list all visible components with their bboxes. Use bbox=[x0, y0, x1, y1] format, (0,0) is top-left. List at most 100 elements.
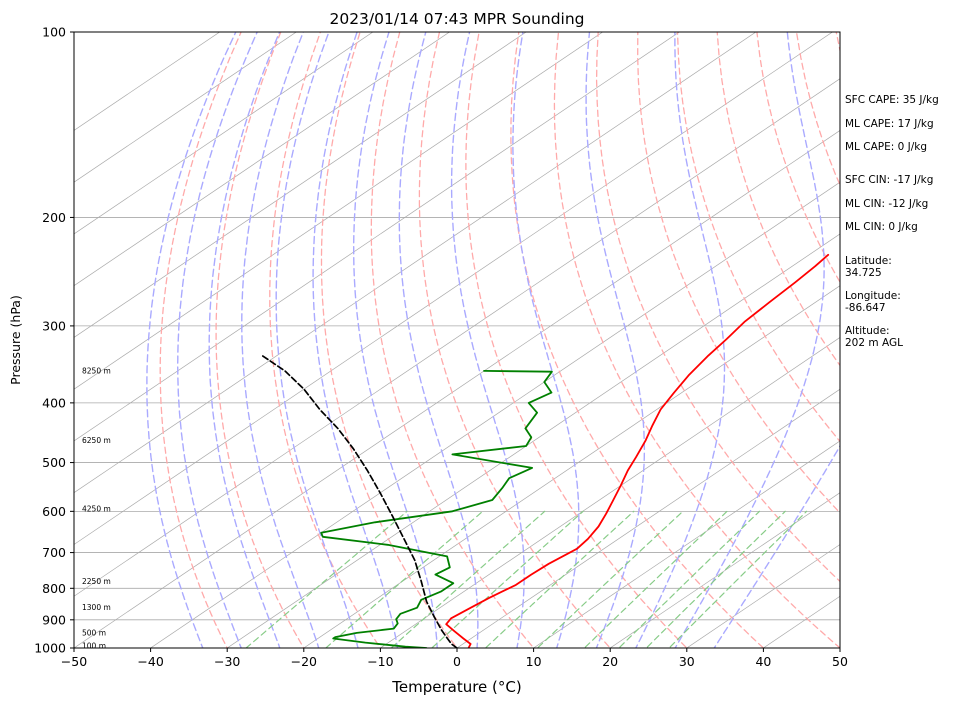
background-lines bbox=[74, 18, 953, 661]
moist-adiabat bbox=[635, 32, 726, 648]
sounding-info-line: Latitude: 34.725 bbox=[845, 255, 892, 279]
moist-adiabat bbox=[450, 32, 525, 648]
isotherm bbox=[74, 78, 840, 597]
y-tick-label: 500 bbox=[42, 455, 66, 470]
isotherm bbox=[74, 32, 297, 183]
sounding-info-line: SFC CAPE: 35 J/kg bbox=[845, 94, 939, 106]
isotherm bbox=[74, 32, 757, 494]
y-tick-label: 400 bbox=[42, 395, 66, 410]
height-label: 6250 m bbox=[82, 436, 111, 445]
isotherm bbox=[379, 337, 840, 648]
isotherm bbox=[74, 32, 374, 235]
isotherm bbox=[149, 181, 840, 648]
isotherm bbox=[74, 32, 527, 338]
y-tick-label: 700 bbox=[42, 545, 66, 560]
moist-adiabat bbox=[146, 32, 237, 648]
dry-adiabat bbox=[595, 32, 840, 583]
dry-adiabat bbox=[553, 32, 840, 648]
x-tick-label: 10 bbox=[526, 654, 542, 669]
y-axis-ticks: 1000 900 800 700 600 500 400 300 200 100 bbox=[34, 25, 74, 656]
moist-adiabat bbox=[585, 32, 646, 648]
y-axis-label: Pressure (hPa) bbox=[8, 295, 23, 385]
moist-adiabat bbox=[241, 32, 320, 648]
x-tick-label: 40 bbox=[755, 654, 771, 669]
isotherm bbox=[74, 130, 840, 648]
isotherm bbox=[74, 32, 451, 287]
mixing-ratio-line bbox=[583, 510, 728, 648]
isotherm bbox=[897, 18, 953, 661]
x-tick-label: −40 bbox=[137, 654, 163, 669]
isotherm bbox=[74, 32, 221, 131]
x-tick-label: −10 bbox=[367, 654, 393, 669]
parcel-line bbox=[261, 354, 458, 648]
isotherm bbox=[686, 544, 840, 648]
sounding-info-line: Altitude: 202 m AGL bbox=[845, 325, 903, 349]
height-labels: 8250 m 6250 m 4250 m 2250 m 1300 m 500 m 100 m bbox=[82, 366, 111, 650]
mixing-ratio-line bbox=[430, 510, 584, 648]
dry-adiabat bbox=[465, 32, 688, 648]
dry-adiabat bbox=[269, 32, 382, 648]
height-label: 100 m bbox=[82, 642, 106, 651]
x-tick-label: 50 bbox=[832, 654, 848, 669]
dry-adiabat bbox=[159, 32, 242, 648]
moist-adiabat bbox=[674, 32, 825, 648]
height-label: 2250 m bbox=[82, 577, 111, 586]
x-tick-label: −20 bbox=[291, 654, 317, 669]
sounding-info-line: ML CAPE: 17 J/kg bbox=[845, 118, 934, 130]
height-label: 8250 m bbox=[82, 366, 111, 375]
isotherm bbox=[609, 492, 840, 648]
height-label: 4250 m bbox=[82, 505, 111, 514]
temperature-line bbox=[445, 253, 830, 648]
height-label: 500 m bbox=[82, 628, 106, 637]
mixing-ratio-line bbox=[390, 510, 546, 648]
y-tick-label: 100 bbox=[42, 25, 66, 40]
moist-adiabat bbox=[312, 32, 399, 648]
profile-lines bbox=[261, 253, 830, 648]
isotherm bbox=[74, 32, 604, 390]
dry-adiabat bbox=[320, 32, 458, 648]
isotherm bbox=[226, 233, 840, 648]
mixing-ratio-line bbox=[618, 510, 761, 648]
sounding-info-line: Longitude: -86.647 bbox=[845, 290, 901, 314]
sounding-info-line: SFC CIN: -17 J/kg bbox=[845, 174, 934, 186]
x-tick-label: −30 bbox=[214, 654, 240, 669]
x-tick-label: 0 bbox=[453, 654, 461, 669]
dry-adiabat bbox=[510, 32, 765, 648]
moist-adiabat bbox=[398, 32, 479, 648]
moist-adiabat bbox=[275, 32, 359, 648]
isotherm bbox=[303, 285, 840, 648]
sounding-info-line: ML CAPE: 0 J/kg bbox=[845, 141, 928, 153]
chart-title: 2023/01/14 07:43 MPR Sounding bbox=[329, 10, 584, 28]
moist-adiabat bbox=[713, 444, 840, 648]
x-axis-ticks: −50 −40 −30 −20 −10 0 10 20 30 40 50 bbox=[61, 648, 848, 669]
mixing-ratio-line bbox=[668, 510, 808, 648]
moist-adiabat bbox=[176, 32, 258, 648]
y-tick-label: 900 bbox=[42, 612, 66, 627]
y-tick-label: 800 bbox=[42, 581, 66, 596]
y-tick-label: 1000 bbox=[34, 641, 66, 656]
height-label: 1300 m bbox=[82, 603, 111, 612]
moist-adiabat bbox=[353, 32, 438, 648]
mixing-ratio-line bbox=[484, 510, 635, 648]
isotherm bbox=[74, 32, 834, 545]
isotherm bbox=[456, 388, 840, 648]
dry-adiabat bbox=[418, 32, 612, 648]
x-axis-label: Temperature (°C) bbox=[391, 678, 521, 696]
moist-adiabat bbox=[512, 32, 580, 648]
x-tick-label: 30 bbox=[679, 654, 695, 669]
y-tick-label: 300 bbox=[42, 318, 66, 333]
mixing-ratio-line bbox=[536, 510, 684, 648]
y-tick-label: 200 bbox=[42, 210, 66, 225]
x-tick-label: −50 bbox=[61, 654, 87, 669]
x-tick-label: 20 bbox=[602, 654, 618, 669]
dry-adiabat bbox=[370, 32, 535, 648]
mixing-ratio-line bbox=[645, 510, 786, 648]
moist-adiabat bbox=[208, 32, 281, 648]
mixing-ratio-line bbox=[324, 510, 484, 648]
sounding-info-line: ML CIN: -12 J/kg bbox=[845, 198, 929, 210]
dewpoint-line bbox=[320, 369, 553, 648]
dry-adiabat bbox=[215, 32, 305, 648]
y-tick-label: 600 bbox=[42, 504, 66, 519]
isotherm bbox=[74, 32, 680, 442]
